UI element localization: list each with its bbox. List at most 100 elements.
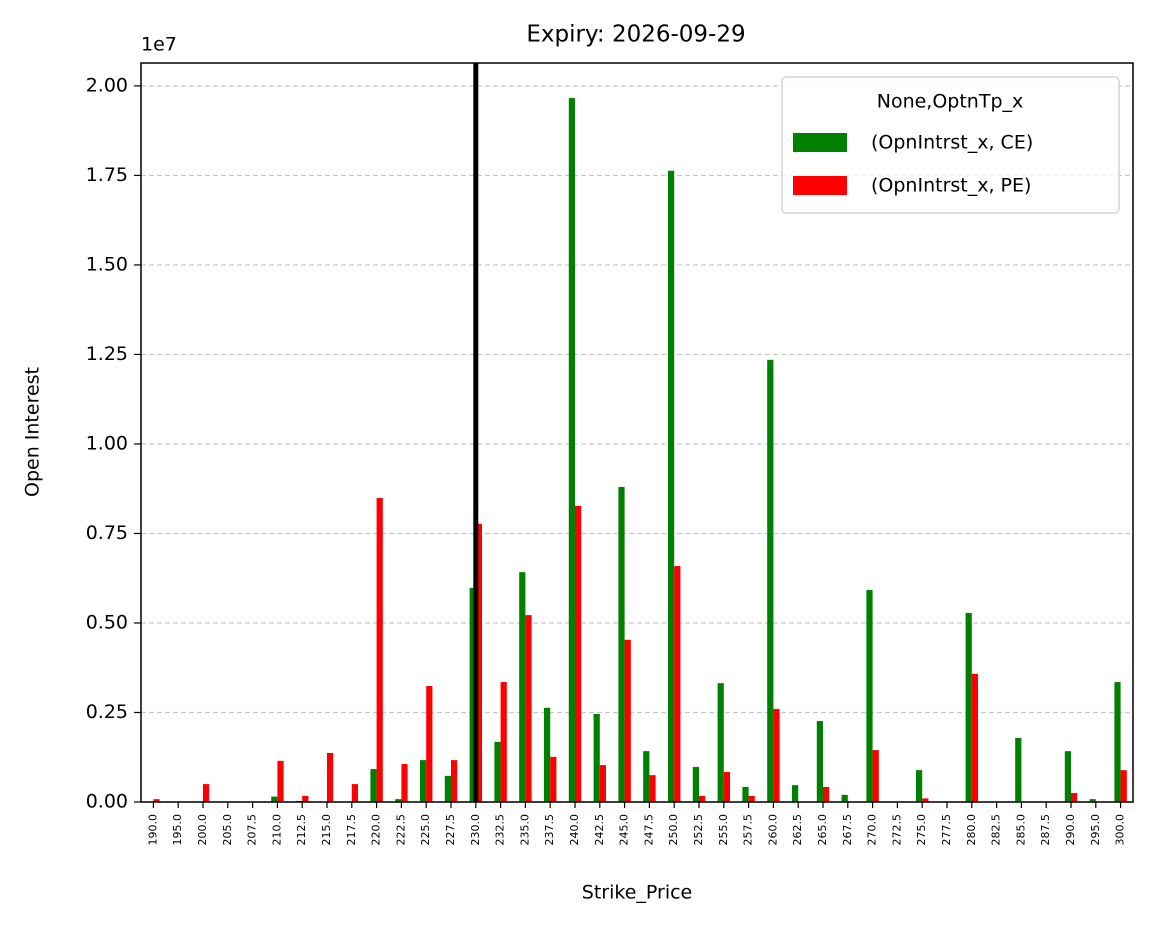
bar [444, 775, 451, 802]
x-axis-label: Strike_Price [582, 882, 692, 904]
x-tick-label: 275.0 [915, 814, 928, 846]
bar [922, 798, 929, 802]
bar [748, 795, 755, 802]
x-tick-label: 280.0 [965, 814, 978, 846]
bar [649, 775, 656, 802]
bar [376, 498, 383, 802]
legend-swatch [793, 176, 847, 195]
bar [1064, 751, 1071, 802]
bar [866, 590, 873, 802]
x-tick-label: 267.5 [841, 814, 854, 846]
y-tick-label: 0.75 [86, 522, 128, 544]
legend-label: (OpnIntrst_x, PE) [871, 175, 1031, 197]
y-tick-label: 1.00 [86, 432, 128, 454]
bar [525, 615, 532, 802]
x-tick-label: 190.0 [146, 814, 159, 846]
bar [575, 505, 582, 802]
bar [916, 770, 923, 802]
bar [1120, 770, 1127, 802]
bar [451, 760, 458, 802]
bar [519, 572, 526, 802]
x-tick-label: 205.0 [221, 814, 234, 846]
bar [965, 612, 972, 802]
plot-frame [140, 62, 1134, 803]
bar [1015, 737, 1022, 802]
x-tick-label: 252.5 [692, 814, 705, 846]
x-tick-label: 210.0 [270, 814, 283, 846]
bar [872, 750, 879, 802]
x-tick-label: 285.0 [1014, 814, 1027, 846]
bar [816, 721, 823, 802]
bar [426, 685, 433, 802]
bar [401, 764, 408, 802]
x-tick-label: 265.0 [816, 814, 829, 846]
bar [153, 799, 160, 802]
x-tick-label: 282.5 [990, 814, 1003, 846]
x-tick-label: 200.0 [196, 814, 209, 846]
bar [767, 359, 774, 802]
x-tick-label: 240.0 [568, 814, 581, 846]
bar [494, 741, 501, 802]
bar [624, 639, 631, 802]
bar [302, 795, 309, 802]
bar [1089, 799, 1096, 802]
bar [1114, 682, 1121, 802]
y-tick-label: 1.50 [86, 253, 128, 275]
legend-box [781, 76, 1120, 214]
bar [420, 760, 427, 802]
x-tick-label: 212.5 [295, 814, 308, 846]
bar [475, 523, 482, 802]
x-tick-label: 255.0 [717, 814, 730, 846]
x-tick-label: 245.0 [618, 814, 631, 846]
bar [395, 799, 402, 802]
x-tick-label: 220.0 [370, 814, 383, 846]
chart-title: Expiry: 2026-09-29 [526, 22, 745, 48]
bar [370, 769, 377, 802]
bar [599, 765, 606, 802]
bar [668, 170, 675, 803]
x-tick-label: 230.0 [469, 814, 482, 846]
x-tick-label: 217.5 [345, 814, 358, 846]
y-tick-label: 0.25 [86, 701, 128, 723]
bar [773, 708, 780, 802]
bar [971, 673, 978, 802]
x-tick-label: 257.5 [742, 814, 755, 846]
x-tick-label: 237.5 [543, 814, 556, 846]
y-tick-label: 1.25 [86, 343, 128, 365]
x-tick-label: 207.5 [246, 814, 259, 846]
x-tick-label: 270.0 [866, 814, 879, 846]
bar [699, 795, 706, 802]
legend-label: (OpnIntrst_x, CE) [871, 132, 1033, 154]
y-tick-label: 2.00 [86, 74, 128, 96]
x-tick-label: 250.0 [667, 814, 680, 846]
x-tick-label: 272.5 [890, 814, 903, 846]
bar [618, 486, 625, 802]
x-tick-label: 225.0 [419, 814, 432, 846]
x-tick-label: 287.5 [1039, 814, 1052, 846]
x-tick-label: 260.0 [766, 814, 779, 846]
bar [500, 682, 507, 802]
x-tick-label: 295.0 [1089, 814, 1102, 846]
bar [568, 98, 575, 802]
x-tick-label: 290.0 [1064, 814, 1077, 846]
y-tick-label: 0.50 [86, 611, 128, 633]
x-tick-label: 300.0 [1114, 814, 1127, 846]
x-tick-label: 242.5 [593, 814, 606, 846]
y-tick-label: 1.75 [86, 164, 128, 186]
bar [550, 756, 557, 802]
bar [643, 751, 650, 802]
x-tick-label: 277.5 [940, 814, 953, 846]
y-offset-label: 1e7 [141, 34, 177, 56]
x-tick-label: 222.5 [394, 814, 407, 846]
bar [593, 713, 600, 802]
bar [544, 707, 551, 802]
bar [277, 760, 284, 802]
bar [792, 785, 799, 802]
y-axis-label: Open Interest [22, 367, 44, 497]
bar [351, 784, 358, 802]
bar [327, 752, 334, 802]
bar [723, 771, 730, 802]
bar [469, 587, 476, 802]
bar [841, 794, 848, 802]
